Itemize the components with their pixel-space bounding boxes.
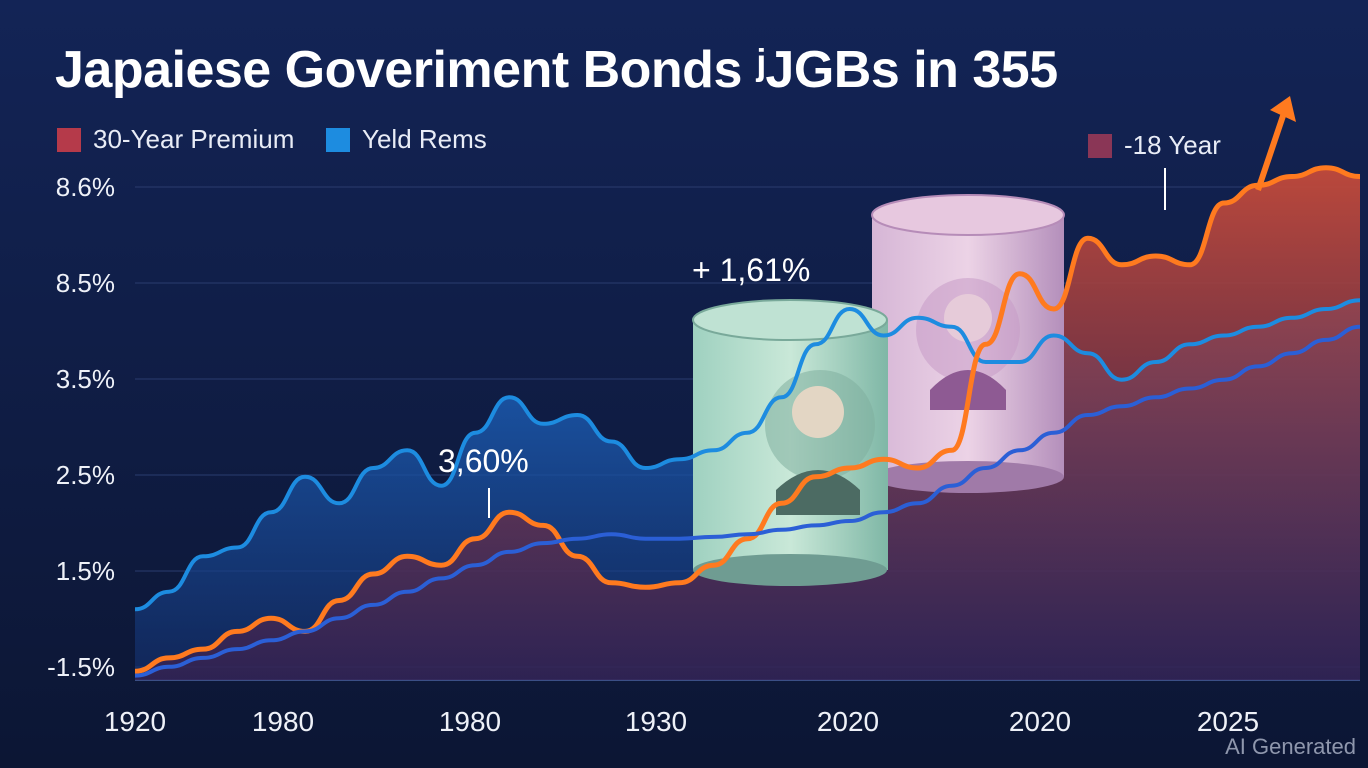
x-tick-label: 1920 (103, 706, 167, 737)
trend-arrowhead-icon (1270, 96, 1296, 122)
series-area-30-year-premium (135, 167, 1360, 680)
data-label-3-60: 3,60% (438, 443, 529, 479)
y-tick-label: 2.5% (55, 460, 115, 490)
x-tick-label: 1930 (624, 706, 688, 737)
series-line-yeld-rems (134, 298, 1361, 612)
x-tick-label: 1980 (438, 706, 502, 737)
legend-label: 30-Year Premium (93, 124, 295, 154)
green-portrait-shoulders (776, 470, 860, 515)
pink-portrait-face (944, 294, 992, 342)
x-tick-label: 1980 (251, 706, 315, 737)
legend-label: Yeld Rems (362, 124, 487, 154)
legend-swatch-30-year-premium (57, 127, 81, 152)
legend-swatch-yeld-rems (326, 127, 350, 152)
green-portrait-face (792, 386, 844, 438)
x-tick-label: 2025 (1196, 706, 1260, 737)
pink-stack-top (871, 194, 1065, 236)
y-tick-label: 8.6% (55, 172, 115, 202)
green-stack-base (693, 554, 887, 586)
x-tick-label: 2020 (1008, 706, 1072, 737)
legend-item-18-year: -18 Year (1088, 130, 1221, 161)
x-tick-label: 2020 (816, 706, 880, 737)
y-tick-label: 1.5% (55, 556, 115, 586)
ai-generated-watermark: AI Generated (1225, 734, 1356, 759)
y-tick-label: 8.5% (55, 268, 115, 298)
legend-item-30-year-premium: 30-Year Premium (57, 124, 294, 155)
legend-swatch-18-year (1088, 133, 1112, 158)
data-label-plus-1-61: + 1,61% (692, 252, 811, 288)
legend-label: -18 Year (1124, 130, 1221, 160)
legend-item-yeld-rems: Yeld Rems (326, 124, 487, 155)
series-line-18-year (134, 324, 1361, 678)
y-tick-label: 3.5% (55, 364, 115, 394)
trend-arrow-icon (1255, 109, 1288, 191)
y-tick-label: -1.5% (47, 652, 115, 682)
green-stack-top (692, 299, 888, 341)
series-line-30-year-premium (134, 165, 1361, 674)
chart-title: Japaiese Goveriment Bonds ʲJGBs in 355 (55, 41, 1058, 99)
